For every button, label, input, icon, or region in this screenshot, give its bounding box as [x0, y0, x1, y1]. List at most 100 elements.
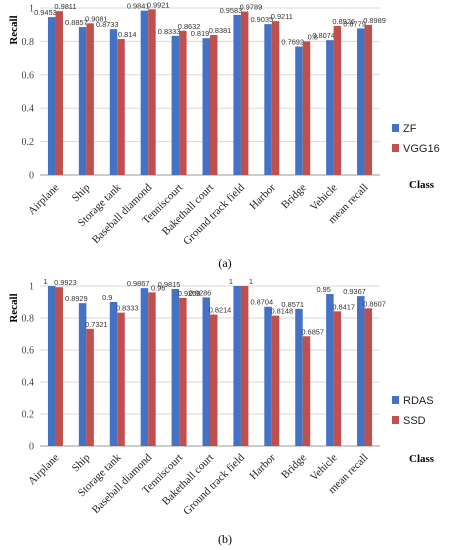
category-label: Ship: [70, 451, 93, 474]
data-label: 0.9811: [54, 2, 76, 11]
legend-swatch: [392, 124, 399, 132]
bar: [179, 297, 187, 446]
bar: [302, 41, 311, 176]
y-tick-label: 0.4: [22, 378, 35, 389]
bar: [117, 39, 125, 176]
y-tick-label: 1: [29, 4, 34, 15]
chart-b: 0 0.2 0.4 0.6 0.8 1 Recall 1 0.8929 0.9 0.9867 0.98…: [8, 277, 435, 518]
bar: [47, 286, 56, 446]
y-tick-label: 0: [29, 171, 34, 182]
bar: [148, 292, 156, 446]
bar: [333, 25, 342, 175]
data-label: 0.814: [118, 30, 137, 39]
category-label: Harbor: [247, 451, 278, 482]
data-label: 0.9259: [178, 289, 201, 298]
bar: [210, 35, 218, 176]
category-label: Ship: [70, 181, 93, 204]
bar: [109, 302, 118, 446]
y-tick-label: 0.6: [22, 346, 35, 357]
data-label: 0.8704: [251, 298, 274, 307]
data-label: 0.9286: [189, 288, 212, 297]
bar: [302, 336, 311, 446]
y-tick-label: 0.8: [22, 37, 35, 48]
y-tick-label: 0.8: [22, 314, 35, 325]
bar: [271, 315, 280, 446]
data-label: 0.8857: [65, 18, 88, 27]
y-axis-label: Recall: [8, 293, 20, 322]
data-label: 0.9841: [127, 2, 150, 11]
caption-a: (a): [218, 256, 231, 270]
bar: [364, 308, 373, 446]
bar: [148, 9, 156, 175]
category-label: Bridge: [279, 182, 309, 212]
y-axis-label: Recall: [8, 15, 20, 44]
legend-swatch: [392, 144, 399, 152]
data-label: 1: [249, 277, 253, 286]
data-label: 0.8333: [158, 27, 181, 36]
data-label: 0.8: [308, 32, 318, 41]
x-axis-label: Class: [409, 453, 435, 465]
data-label: 0.9035: [251, 15, 274, 24]
legend-entry: VGG16: [403, 143, 440, 155]
bar: [140, 10, 149, 175]
data-label: 0.6857: [301, 327, 324, 336]
data-label: 1: [229, 277, 233, 286]
legend-entry: RDAS: [403, 395, 434, 407]
bar: [271, 21, 280, 175]
legend-entry: ZF: [403, 123, 417, 135]
category-label: Airplane: [26, 452, 62, 488]
data-label: 0.8779: [343, 19, 366, 28]
data-label: 0.7692: [281, 38, 304, 47]
data-label: 0.819: [191, 29, 210, 38]
bar: [78, 303, 87, 446]
data-label: 0.9081: [85, 14, 108, 23]
data-label: 0.8929: [65, 294, 88, 303]
data-label: 0.8571: [281, 300, 304, 309]
y-tick-label: 0: [29, 442, 34, 453]
bar: [86, 328, 94, 446]
bar: [179, 30, 187, 176]
data-label: 0.9923: [54, 278, 77, 287]
data-label: 0.8074: [312, 31, 335, 40]
data-label: 0.8417: [332, 302, 355, 311]
data-label: 0.8989: [363, 16, 386, 25]
data-label: 0.9: [102, 293, 112, 302]
bar: [240, 286, 249, 446]
bar: [47, 17, 56, 175]
bar: [295, 308, 303, 446]
data-label: 0.9867: [127, 279, 150, 288]
bar: [357, 28, 365, 175]
bar: [86, 23, 94, 175]
bar: [202, 38, 210, 175]
bar: [171, 288, 180, 446]
bar: [295, 46, 303, 176]
category-label: Harbor: [247, 181, 278, 212]
data-label: 0.8148: [271, 307, 294, 316]
data-label: 0.9367: [343, 287, 366, 296]
category-label: Airplane: [26, 182, 62, 218]
category-label: Bridge: [279, 452, 309, 482]
legend-swatch: [392, 416, 399, 424]
bar: [171, 35, 180, 176]
bar: [233, 286, 241, 446]
bar: [55, 287, 63, 446]
legend-entry: SSD: [403, 415, 426, 427]
bar: [109, 29, 118, 175]
bar: [357, 296, 365, 446]
bar: [202, 297, 210, 446]
y-tick-label: 0.2: [22, 137, 35, 148]
data-label: 0.9583: [220, 6, 243, 15]
caption-b: (b): [218, 532, 232, 546]
data-label: 0.8632: [178, 22, 201, 31]
bar: [117, 312, 125, 446]
data-label: 0.9211: [271, 12, 293, 21]
bar: [364, 24, 373, 176]
data-label: 0.8333: [116, 304, 139, 313]
legend-swatch: [392, 396, 399, 404]
data-label: 0.8214: [209, 306, 232, 315]
data-label: 0.8381: [209, 26, 232, 35]
data-label: 0.9789: [240, 3, 263, 12]
data-label: 0.7321: [85, 320, 108, 329]
